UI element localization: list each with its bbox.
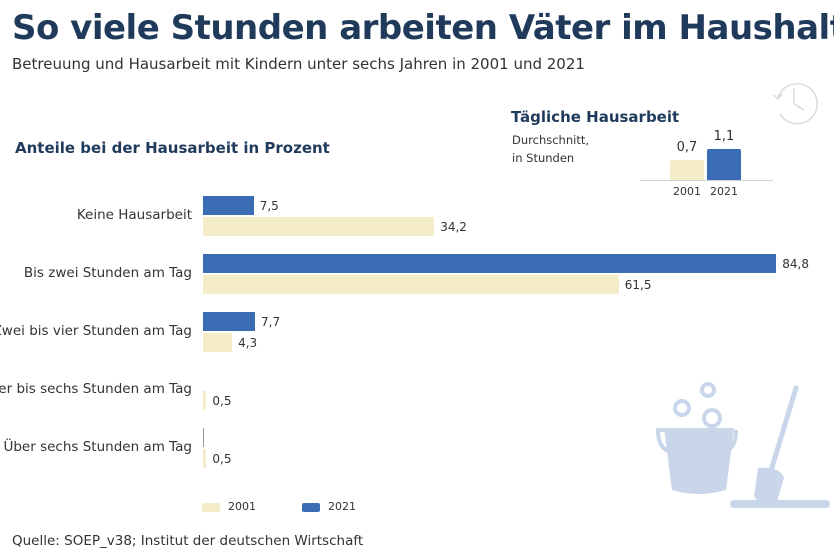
data-label-2001: 4,3 [238, 336, 258, 350]
inset-bar-2001 [670, 160, 704, 180]
inset-subtitle-line-1: Durchschnitt, [512, 133, 589, 147]
bar-2001 [203, 217, 435, 236]
mop-icon [730, 385, 830, 508]
source-note: Quelle: SOEP_v38; Institut der deutschen… [12, 533, 364, 549]
bar-2021 [203, 428, 204, 447]
data-label-2001: 0,5 [212, 394, 232, 408]
inset-data-label: 0,7 [676, 140, 698, 156]
data-label-2021: 7,5 [259, 199, 279, 213]
legend-label-2021: 2021 [328, 500, 356, 513]
bar-2021 [203, 196, 254, 215]
legend-swatch-2001 [202, 503, 220, 512]
bar-2001 [203, 391, 207, 410]
legend-swatch-2021 [302, 503, 320, 512]
clock-icon [773, 82, 818, 125]
category-label: Über sechs Stunden am Tag [3, 439, 192, 455]
bucket-icon [655, 382, 830, 508]
page-title: So viele Stunden arbeiten Väter im Haush… [12, 8, 834, 48]
inset-bar-2021 [707, 148, 741, 180]
inset-category-label: 2021 [710, 185, 738, 198]
inset-subtitle: Durchschnitt, in Stunden [512, 131, 612, 167]
category-label: Keine Hausarbeit [76, 207, 192, 223]
data-label-2021: 84,8 [782, 257, 809, 271]
bar-2021 [203, 312, 256, 331]
data-label-2001: 34,2 [440, 220, 467, 234]
data-label-2021: 7,7 [261, 315, 281, 329]
data-label-2001: 0,5 [212, 452, 232, 466]
inset-data-label: 1,1 [713, 128, 735, 144]
chart-title: Anteile bei der Hausarbeit in Prozent [15, 139, 330, 157]
category-label: Vier bis sechs Stunden am Tag [0, 381, 192, 397]
inset-category-label: 2001 [673, 185, 701, 198]
category-label: Zwei bis vier Stunden am Tag [0, 323, 192, 339]
inset-title: Tägliche Hausarbeit [511, 108, 680, 126]
bar-2001 [203, 449, 207, 468]
inset-baseline [640, 180, 773, 181]
bar-2001 [203, 333, 233, 352]
legend-label-2001: 2001 [228, 500, 256, 513]
data-label-2001: 61,5 [624, 278, 652, 292]
category-label: Bis zwei Stunden am Tag [23, 265, 192, 281]
bar-2001 [203, 275, 619, 294]
inset-subtitle-line-2: in Stunden [512, 151, 575, 165]
bar-2021 [203, 254, 777, 273]
page-subtitle: Betreuung und Hausarbeit mit Kindern unt… [12, 55, 585, 73]
